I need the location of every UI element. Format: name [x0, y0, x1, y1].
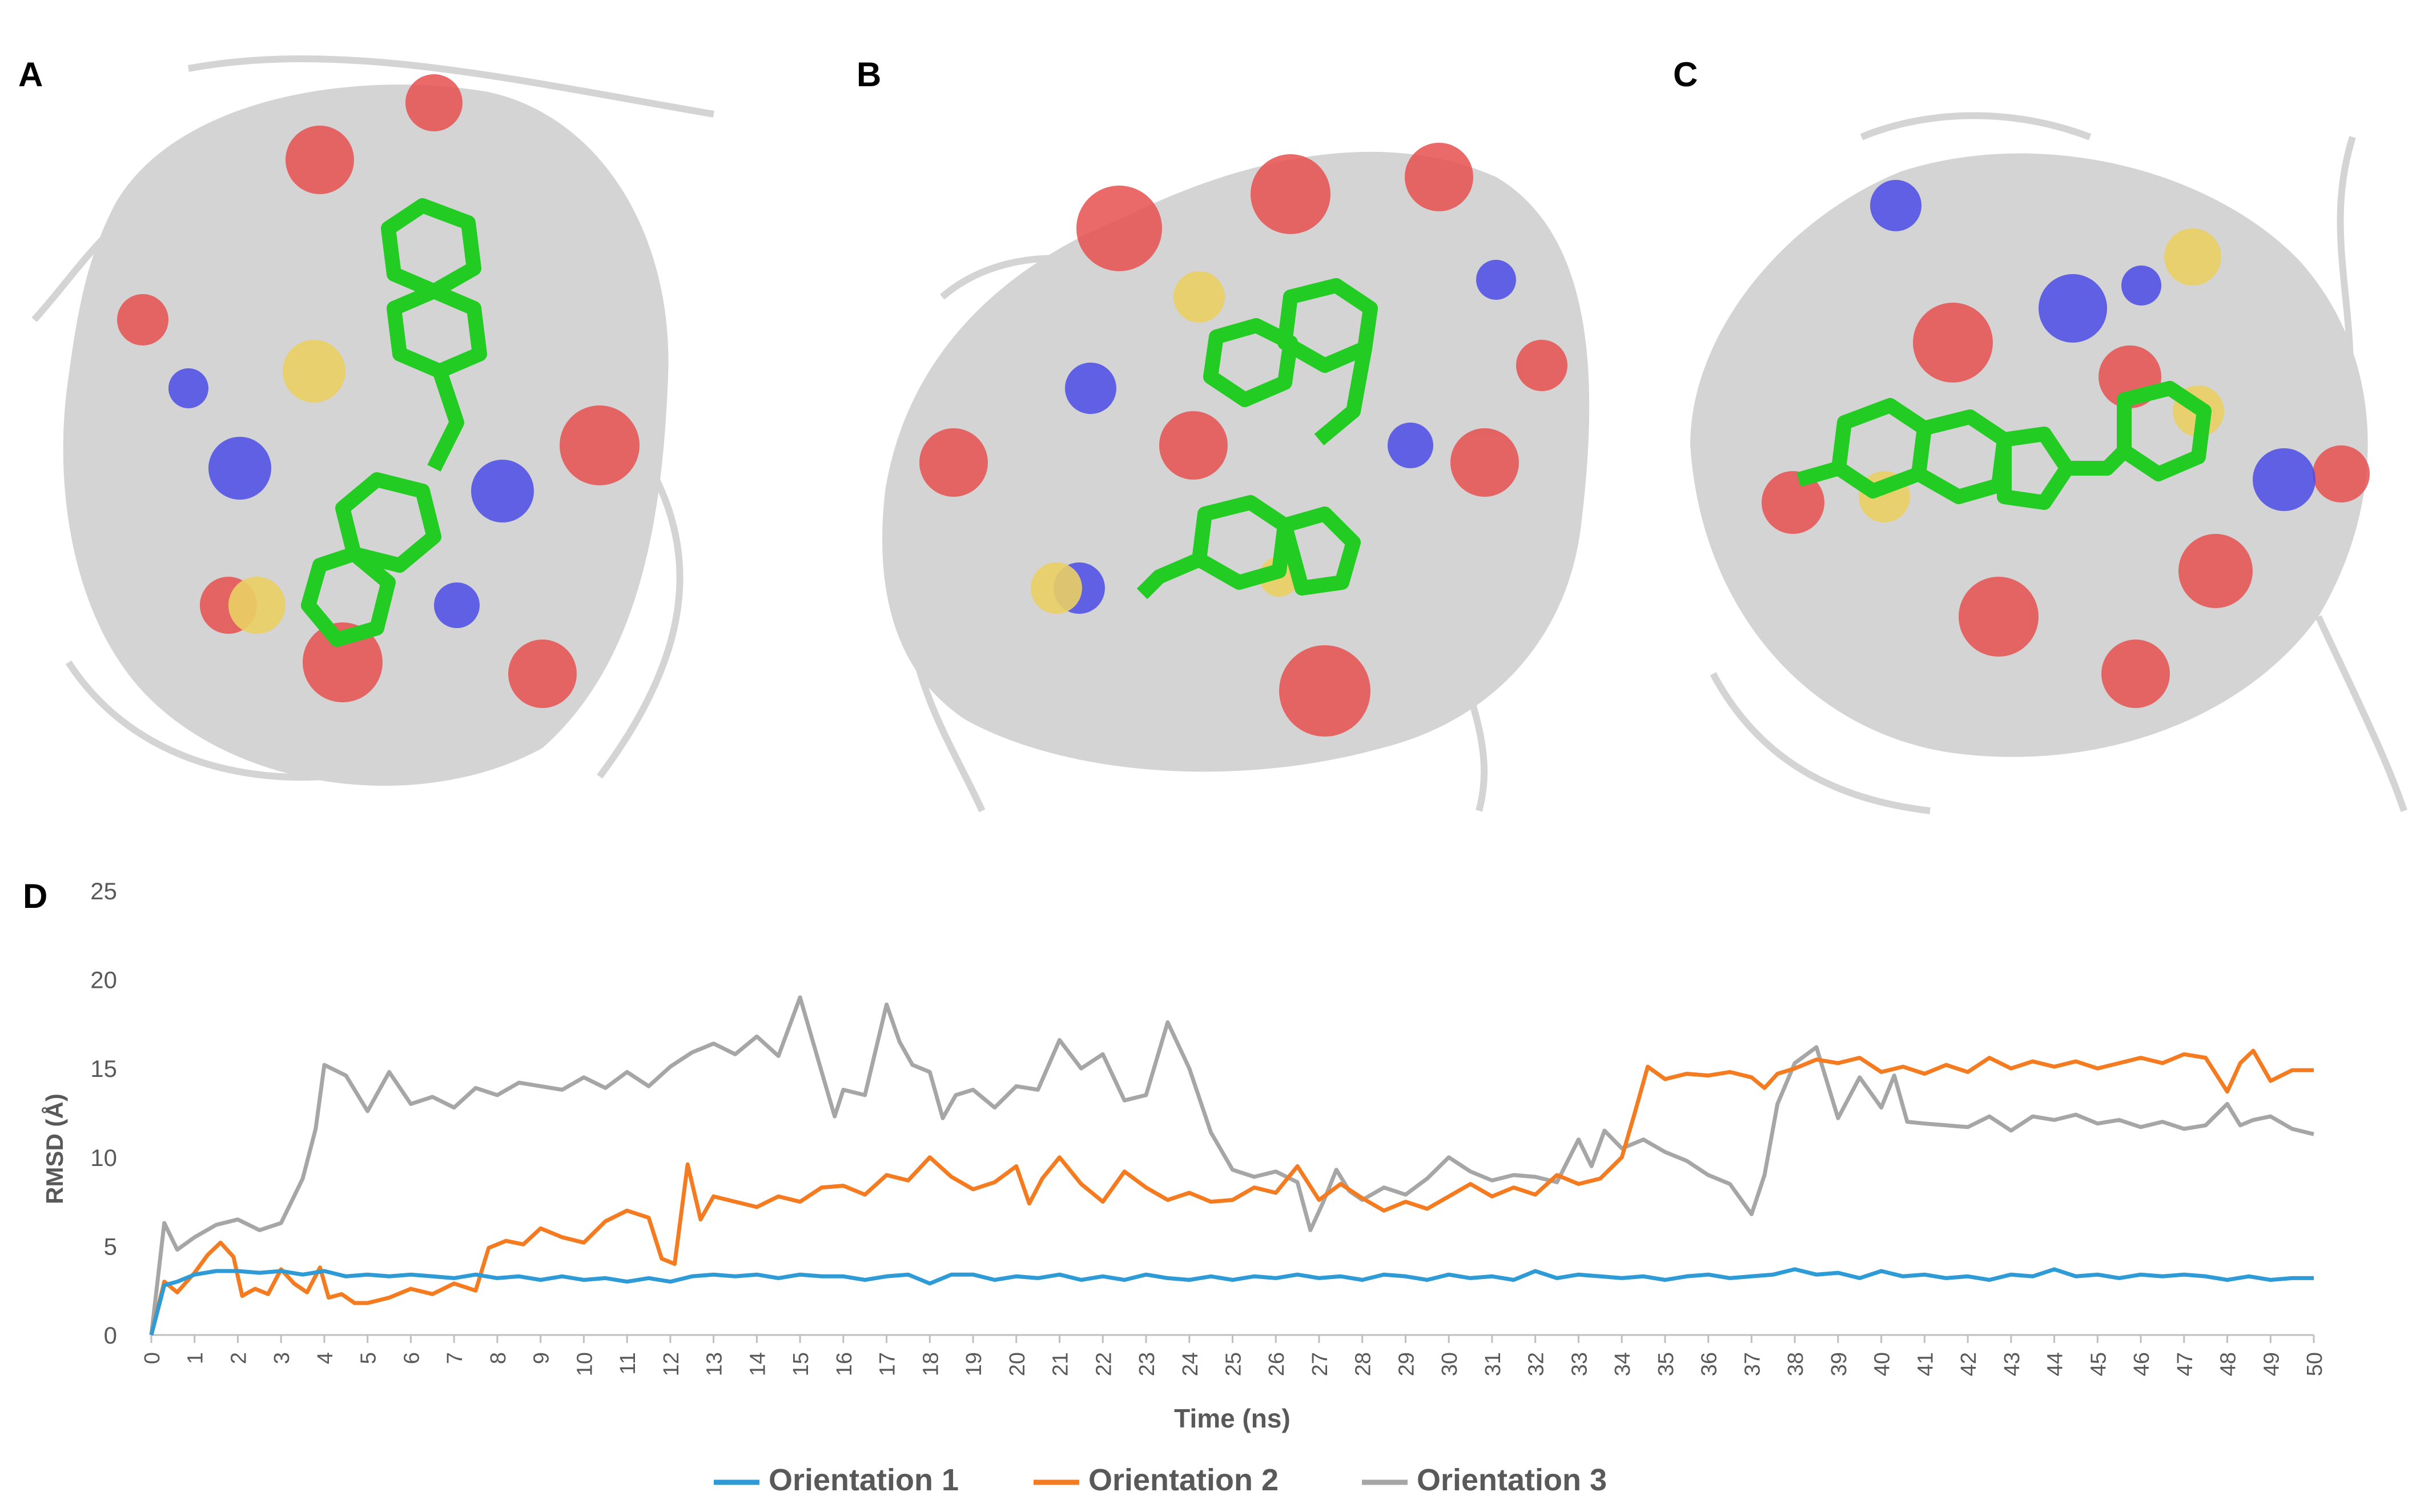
x-tick-label: 27 — [1308, 1352, 1332, 1376]
x-tick-label: 36 — [1698, 1352, 1722, 1376]
x-tick-label: 9 — [530, 1352, 554, 1364]
x-tick-label: 49 — [2260, 1352, 2284, 1376]
x-tick-label: 30 — [1438, 1352, 1462, 1376]
x-tick-label: 19 — [962, 1352, 986, 1376]
x-tick-label: 16 — [833, 1352, 857, 1376]
y-tick-label: 5 — [104, 1233, 117, 1260]
series-line-orientation-2 — [149, 1048, 2314, 1336]
panel-label-c: C — [1673, 55, 1698, 94]
x-tick-label: 44 — [2044, 1352, 2068, 1376]
panel-label-b: B — [857, 55, 882, 94]
x-tick-label: 40 — [1871, 1352, 1895, 1376]
x-tick-label: 34 — [1611, 1352, 1635, 1376]
x-tick-label: 22 — [1092, 1352, 1116, 1376]
y-tick-label: 10 — [90, 1144, 117, 1171]
panel-label-d: D — [23, 877, 48, 915]
x-tick-label: 14 — [746, 1352, 770, 1376]
x-tick-label: 18 — [919, 1352, 943, 1376]
x-tick-label: 43 — [2000, 1352, 2024, 1376]
legend-label-orientation-1: Orientation 1 — [769, 1463, 959, 1497]
x-tick-label: 29 — [1394, 1352, 1418, 1376]
y-tick-label: 20 — [90, 967, 117, 994]
x-tick-label: 50 — [2303, 1352, 2327, 1376]
docking-pose-c-image — [1690, 112, 2407, 814]
x-tick-label: 37 — [1740, 1352, 1764, 1376]
panel-label-a: A — [18, 55, 43, 94]
y-tick-label: 25 — [90, 878, 117, 904]
x-tick-label: 5 — [357, 1352, 381, 1364]
x-tick-label: 28 — [1352, 1352, 1376, 1376]
docking-pose-b-image — [882, 143, 1590, 813]
x-tick-label: 8 — [487, 1352, 510, 1364]
legend-label-orientation-3: Orientation 3 — [1417, 1463, 1607, 1497]
x-tick-label: 48 — [2217, 1352, 2241, 1376]
x-tick-label: 26 — [1265, 1352, 1289, 1376]
y-tick-label: 0 — [104, 1322, 117, 1349]
x-tick-label: 11 — [616, 1352, 640, 1374]
x-axis-title: Time (ns) — [1174, 1404, 1291, 1433]
legend-label-orientation-2: Orientation 2 — [1088, 1463, 1279, 1497]
x-tick-label: 47 — [2173, 1352, 2197, 1376]
x-tick-label: 6 — [400, 1352, 424, 1364]
x-tick-label: 32 — [1525, 1352, 1549, 1376]
x-tick-label: 3 — [270, 1352, 294, 1364]
x-tick-label: 4 — [313, 1352, 337, 1364]
x-tick-label: 2 — [227, 1352, 251, 1364]
x-tick-label: 35 — [1654, 1352, 1678, 1376]
x-tick-label: 42 — [1957, 1352, 1981, 1376]
x-tick-label: 15 — [789, 1352, 813, 1376]
x-tick-label: 25 — [1222, 1352, 1246, 1376]
y-axis-title: RMSD (Å) — [41, 1093, 68, 1204]
x-tick-label: 23 — [1135, 1352, 1159, 1376]
x-tick-label: 1 — [184, 1352, 208, 1364]
x-tick-label: 7 — [443, 1352, 467, 1364]
x-tick-label: 38 — [1784, 1352, 1808, 1376]
x-tick-label: 24 — [1179, 1352, 1203, 1376]
x-tick-label: 45 — [2087, 1352, 2111, 1376]
x-tick-label: 13 — [703, 1352, 727, 1376]
series-line-orientation-3 — [149, 995, 2314, 1336]
x-tick-label: 31 — [1481, 1352, 1505, 1376]
x-tick-label: 33 — [1567, 1352, 1591, 1376]
x-tick-label: 20 — [1006, 1352, 1030, 1376]
x-tick-label: 41 — [1913, 1352, 1937, 1376]
x-tick-label: 39 — [1827, 1352, 1851, 1376]
x-tick-label: 46 — [2130, 1352, 2154, 1376]
x-tick-label: 17 — [876, 1352, 900, 1376]
y-tick-label: 15 — [90, 1055, 117, 1082]
x-tick-label: 10 — [573, 1352, 597, 1376]
series-line-orientation-1 — [149, 1267, 2314, 1336]
x-tick-label: 21 — [1049, 1352, 1073, 1376]
docking-pose-a-image — [31, 55, 715, 786]
x-tick-label: 12 — [660, 1352, 684, 1376]
x-tick-label: 0 — [140, 1352, 164, 1364]
